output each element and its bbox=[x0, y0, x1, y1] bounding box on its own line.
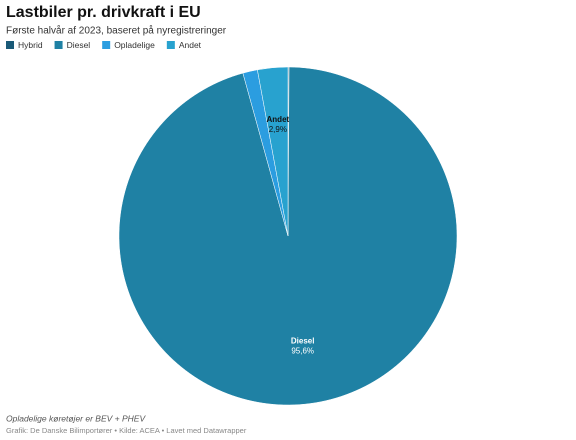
slice-value: 2,9% bbox=[269, 125, 287, 134]
slice-value: 95,6% bbox=[291, 347, 314, 356]
slice-name: Andet bbox=[267, 115, 290, 124]
legend-label: Opladelige bbox=[114, 40, 155, 50]
note: Opladelige køretøjer er BEV + PHEV bbox=[6, 413, 146, 423]
legend: Hybrid Diesel Opladelige Andet bbox=[6, 40, 202, 50]
legend-label: Hybrid bbox=[18, 40, 43, 50]
legend-swatch bbox=[6, 41, 14, 49]
legend-swatch bbox=[166, 41, 175, 49]
legend-label: Andet bbox=[179, 40, 202, 50]
chart-subtitle: Første halvår af 2023, baseret på nyregi… bbox=[6, 25, 227, 37]
chart-title: Lastbiler pr. drivkraft i EU bbox=[6, 4, 201, 21]
legend-swatch bbox=[54, 41, 63, 49]
pie-slice bbox=[257, 66, 289, 237]
footer: Grafik: De Danske Bilimportører • Kilde:… bbox=[6, 426, 247, 435]
legend-label: Diesel bbox=[67, 40, 91, 50]
legend-swatch bbox=[102, 41, 111, 49]
slice-name: Diesel bbox=[291, 337, 315, 346]
